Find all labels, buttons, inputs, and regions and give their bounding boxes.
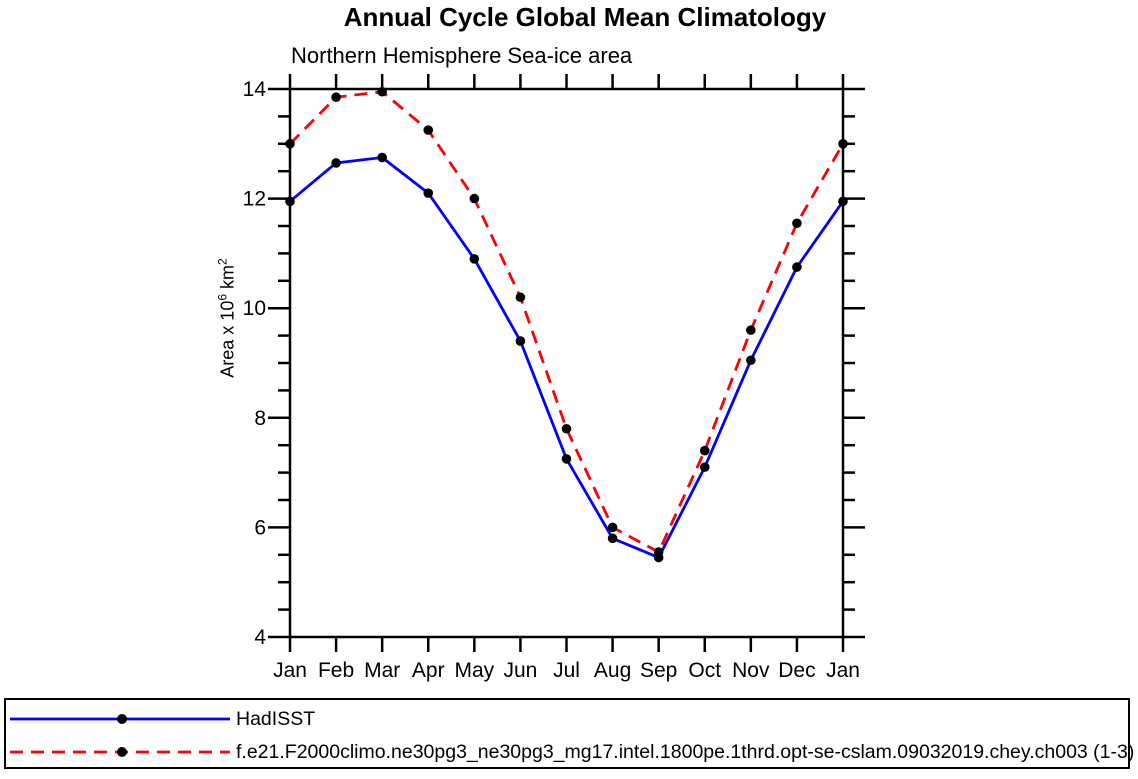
data-point-marker-1 [285,139,295,149]
x-tick-label: Apr [412,659,445,682]
data-point-marker-1 [653,547,664,557]
y-tick-label: 12 [243,188,266,211]
data-point-marker-1 [377,86,387,97]
legend-sample-line-solid [10,714,230,724]
y-tick-label: 4 [254,626,266,649]
data-point-marker-1 [792,218,802,229]
data-point-marker-0 [423,188,434,198]
chart-subtitle: Northern Hemisphere Sea-ice area [291,43,633,68]
y-tick-label: 14 [243,78,267,101]
x-tick-label: Nov [732,659,770,682]
plot-area: 4 6 8 10 12 14 Jan Feb Mar Apr May Jun Jul Aug Sep Oct N… [243,74,865,682]
x-tick-label: Dec [778,659,815,682]
data-point-marker-0 [607,533,618,544]
data-point-marker-1 [331,92,341,103]
data-point-marker-1 [607,522,618,533]
data-point-marker-1 [699,445,710,456]
data-point-marker-0 [699,462,710,472]
data-point-marker-0 [377,152,387,163]
x-tick-label: Jan [273,659,307,682]
y-tick-label: 6 [254,516,266,539]
legend-label: f.e21.F2000climo.ne30pg3_ne30pg3_mg17.in… [236,740,1135,763]
x-tick-label: May [454,659,494,682]
x-tick-label: Mar [364,659,400,682]
series-line-0 [289,156,845,560]
data-point-marker-0 [792,262,802,272]
series-line-1 [289,90,845,554]
x-tick-label: Jul [553,659,580,682]
data-point-marker-0 [469,254,480,264]
data-point-marker-0 [561,454,572,464]
data-point-marker-0 [515,336,526,346]
legend-box: HadISST f.e21.F2000climo.ne30pg3_ne30pg3… [4,698,1134,769]
data-point-marker-1 [423,125,434,135]
x-tick-label: Oct [688,659,721,682]
legend-entry-hadisst: HadISST [8,707,315,731]
legend-marker-sample [117,714,127,724]
data-point-marker-0 [285,196,295,207]
x-tick-label: Jun [503,659,537,682]
data-point-marker-1 [515,292,526,303]
legend-entry-model: f.e21.F2000climo.ne30pg3_ne30pg3_mg17.in… [8,740,1134,764]
x-tick-label: Jan [826,659,860,682]
data-point-marker-1 [469,193,480,204]
x-tick-label: Feb [318,659,354,682]
data-point-marker-0 [838,196,848,207]
y-tick-label: 10 [243,297,266,320]
data-point-marker-1 [746,325,756,335]
y-tick-label: 8 [254,407,266,430]
legend-label: HadISST [236,707,316,730]
data-point-marker-0 [746,355,756,366]
legend-sample-line-dashed [10,747,230,757]
x-tick-label: Aug [594,659,631,682]
axis-frame [288,87,845,639]
data-point-marker-1 [561,423,572,434]
x-tick-label: Sep [640,659,677,682]
data-point-marker-0 [331,158,341,168]
chart-title: Annual Cycle Global Mean Climatology [343,2,827,32]
data-point-marker-1 [838,139,848,149]
legend-marker-sample [117,747,127,757]
